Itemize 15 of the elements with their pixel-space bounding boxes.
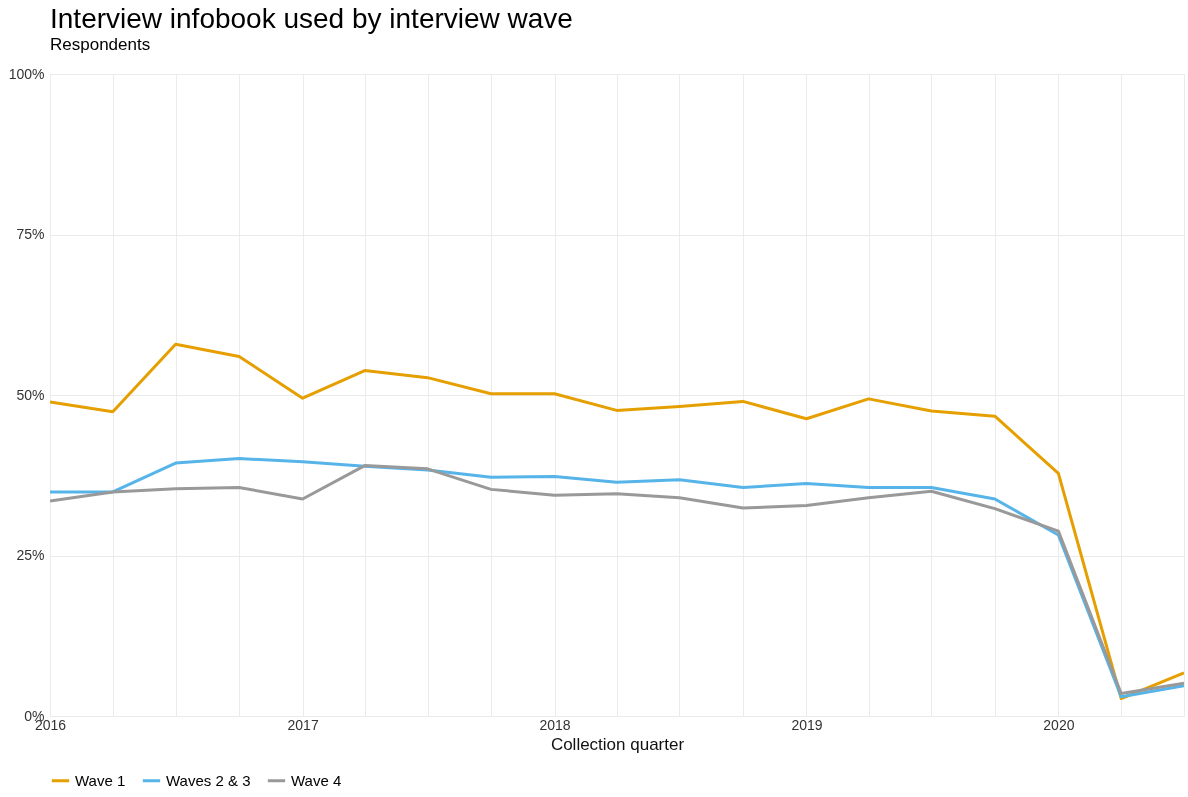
legend-label: Wave 4 bbox=[291, 771, 342, 789]
legend-label: Waves 2 & 3 bbox=[166, 771, 251, 789]
x-axis-title: Collection quarter bbox=[550, 734, 685, 754]
x-tick-label: 2019 bbox=[791, 716, 823, 733]
legend-label: Wave 1 bbox=[75, 771, 126, 789]
y-tick-label: 100% bbox=[8, 65, 45, 82]
y-tick-label: 25% bbox=[16, 547, 45, 563]
x-tick-label: 2017 bbox=[287, 716, 319, 733]
x-tick-label: 2020 bbox=[1043, 716, 1075, 733]
line-series bbox=[50, 342, 1184, 701]
y-tick-label: 75% bbox=[16, 226, 45, 242]
chart-title: Interview infobook used by interview wave bbox=[50, 3, 573, 34]
x-tick-label: 2018 bbox=[539, 716, 571, 733]
y-tick-label: 50% bbox=[16, 386, 45, 403]
chart-subtitle: Respondents bbox=[50, 35, 151, 54]
